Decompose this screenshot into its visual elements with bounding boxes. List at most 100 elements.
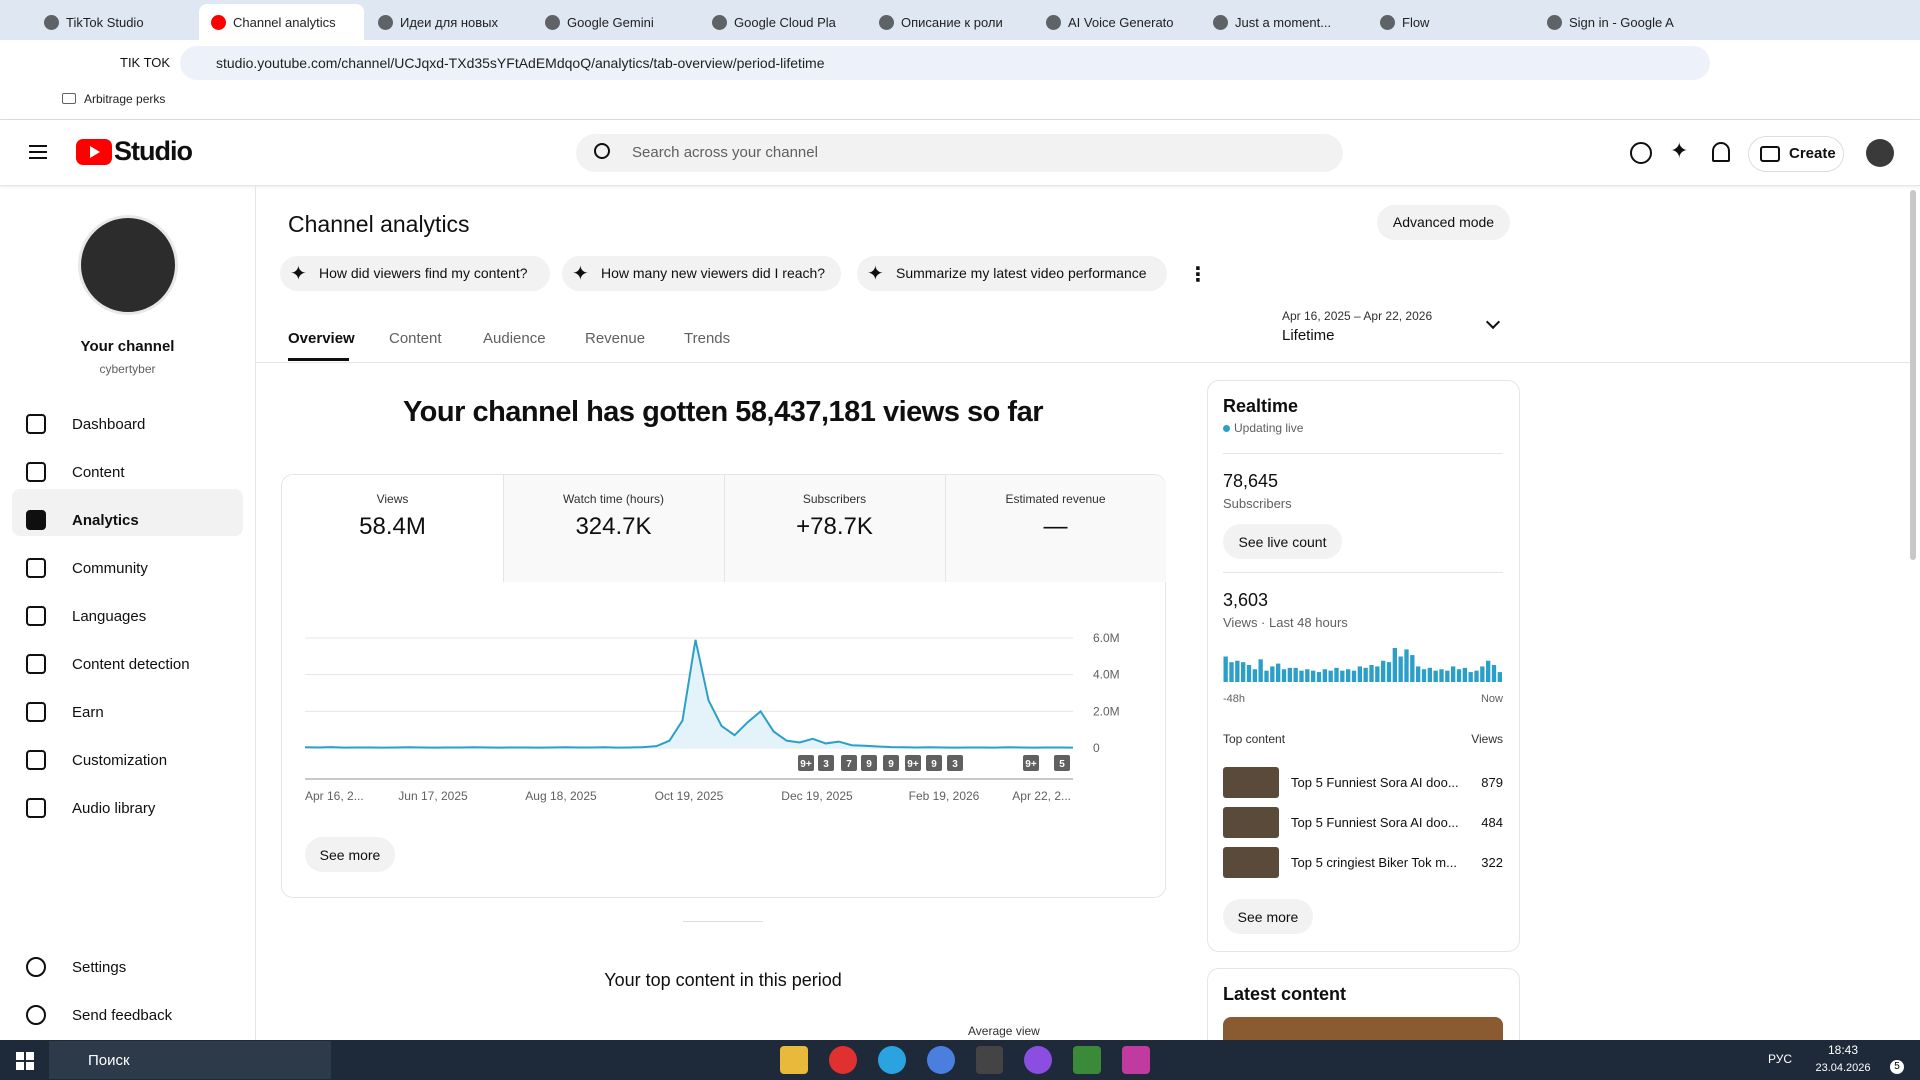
nav-icon[interactable] [26, 702, 46, 722]
more-icon[interactable]: ⋮ [1188, 264, 1208, 286]
item-thumbnail[interactable] [1223, 767, 1279, 798]
realtime-bar [1223, 656, 1228, 682]
app-icon[interactable] [1073, 1046, 1102, 1074]
chip[interactable] [562, 256, 841, 291]
create-button[interactable] [1748, 136, 1844, 172]
chip-label[interactable]: Summarize my latest video performance [896, 265, 1147, 281]
metric-tile[interactable] [945, 475, 1166, 582]
browser-tab[interactable]: Flow [1368, 4, 1533, 40]
nav-item[interactable]: Languages [72, 608, 147, 625]
nav-icon[interactable] [26, 414, 46, 434]
item-title[interactable]: Top 5 cringiest Biker Tok m... [1291, 855, 1457, 870]
browser-tab[interactable]: Идеи для новых [366, 4, 531, 40]
nav-icon[interactable] [26, 462, 46, 482]
browser-tab[interactable]: Google Gemini [533, 4, 698, 40]
nav-item[interactable]: Content detection [72, 656, 190, 673]
nav-item[interactable]: Earn [72, 704, 104, 721]
item-title[interactable]: Top 5 Funniest Sora AI doo... [1291, 815, 1459, 830]
metric-label: Estimated revenue [1005, 492, 1106, 506]
item-title[interactable]: Top 5 Funniest Sora AI doo... [1291, 775, 1459, 790]
taskbar-lang[interactable]: РУС [1768, 1052, 1793, 1066]
app-icon[interactable] [877, 1046, 906, 1074]
start-button[interactable] [16, 1052, 34, 1070]
chip[interactable] [280, 256, 550, 291]
browser-tab[interactable]: TikTok Studio [32, 4, 197, 40]
browser-tab[interactable]: Just a moment... [1201, 4, 1366, 40]
nav-item[interactable]: Audio library [72, 800, 156, 817]
nav-icon[interactable] [26, 1005, 46, 1025]
nav-item[interactable]: Analytics [72, 512, 139, 529]
views-label: Views · Last 48 hours [1223, 615, 1348, 630]
url[interactable]: studio.youtube.com/channel/UCJqxd-TXd35s… [216, 55, 825, 71]
browser-tab[interactable]: Channel analytics [199, 4, 364, 40]
notification-badge[interactable]: 5 [1890, 1060, 1904, 1074]
taskbar-date[interactable]: 23.04.2026 [1815, 1062, 1871, 1074]
nav-icon[interactable] [26, 558, 46, 578]
page-tab[interactable]: Audience [483, 330, 546, 347]
app-icon[interactable] [926, 1046, 955, 1074]
nav-item[interactable]: Dashboard [72, 416, 146, 433]
gemini-icon[interactable]: ✦ [1670, 138, 1689, 163]
taskbar-search[interactable] [49, 1041, 331, 1079]
browser-tab[interactable]: Описание к роли [867, 4, 1032, 40]
nav-item[interactable]: Content [72, 464, 125, 481]
metric-tile[interactable] [282, 475, 503, 582]
item-thumbnail[interactable] [1223, 847, 1279, 878]
scrollbar[interactable] [1910, 190, 1916, 560]
address-bar[interactable] [180, 46, 1710, 80]
nav-item[interactable]: Customization [72, 752, 168, 769]
browser-tab[interactable]: Google Cloud Pla [700, 4, 865, 40]
page-title: Channel analytics [288, 211, 470, 237]
yt-logo[interactable] [76, 139, 112, 165]
period[interactable]: Lifetime [1282, 327, 1335, 344]
live-count-button[interactable]: See live count [1223, 524, 1342, 559]
app-icon[interactable] [780, 1046, 808, 1074]
realtime-bar [1410, 655, 1415, 682]
nav-icon[interactable] [26, 957, 46, 977]
nav-icon[interactable] [26, 606, 46, 626]
see-more-button[interactable]: See more [305, 837, 395, 872]
nav-icon[interactable] [26, 654, 46, 674]
browser-tab[interactable]: AI Voice Generato [1034, 4, 1199, 40]
app-icon[interactable] [1122, 1046, 1150, 1074]
page-tab[interactable]: Overview [288, 330, 355, 347]
bookmark[interactable]: Arbitrage perks [84, 92, 166, 106]
channel-avatar[interactable] [78, 215, 178, 315]
nav-item[interactable]: Settings [72, 959, 127, 976]
nav-icon[interactable] [26, 750, 46, 770]
latest-thumbnail[interactable] [1223, 1017, 1503, 1040]
annotation-label: 9+ [800, 759, 812, 770]
realtime-bar [1299, 670, 1304, 682]
realtime-see-more[interactable]: See more [1223, 899, 1313, 934]
chip-label[interactable]: How many new viewers did I reach? [601, 265, 826, 281]
bell-icon[interactable] [1712, 142, 1730, 162]
date-range[interactable]: Apr 16, 2025 – Apr 22, 2026 [1282, 309, 1433, 323]
help-icon[interactable] [1630, 142, 1652, 164]
nav-item[interactable]: Community [72, 560, 148, 577]
page-tab[interactable]: Revenue [585, 330, 646, 347]
item-thumbnail[interactable] [1223, 807, 1279, 838]
account-avatar[interactable] [1866, 139, 1894, 167]
metric-tile[interactable] [503, 475, 724, 582]
menu-icon[interactable] [29, 145, 47, 159]
nav-icon[interactable] [26, 510, 46, 530]
advanced-button[interactable]: Advanced mode [1377, 205, 1510, 240]
chip[interactable] [857, 256, 1167, 291]
app-icon[interactable] [1024, 1046, 1053, 1074]
browser-tab[interactable]: Sign in - Google A [1535, 4, 1700, 40]
nav-item[interactable]: Send feedback [72, 1007, 173, 1024]
page-tab[interactable]: Content [389, 330, 442, 347]
period-chevron[interactable] [1485, 314, 1501, 330]
nav-icon[interactable] [26, 798, 46, 818]
app-icon[interactable] [828, 1046, 857, 1074]
app-icon[interactable] [975, 1046, 1004, 1074]
realtime-bar [1351, 670, 1357, 682]
chip-label[interactable]: How did viewers find my content? [319, 265, 528, 281]
shortcut[interactable]: TIK TOK [120, 55, 171, 70]
favicon [1380, 15, 1395, 30]
taskbar-time[interactable]: 18:43 [1827, 1043, 1859, 1057]
search-box[interactable] [576, 134, 1343, 172]
y-tick-label: 0 [1093, 741, 1100, 755]
page-tab[interactable]: Trends [684, 330, 731, 347]
metric-tile[interactable] [724, 475, 945, 582]
